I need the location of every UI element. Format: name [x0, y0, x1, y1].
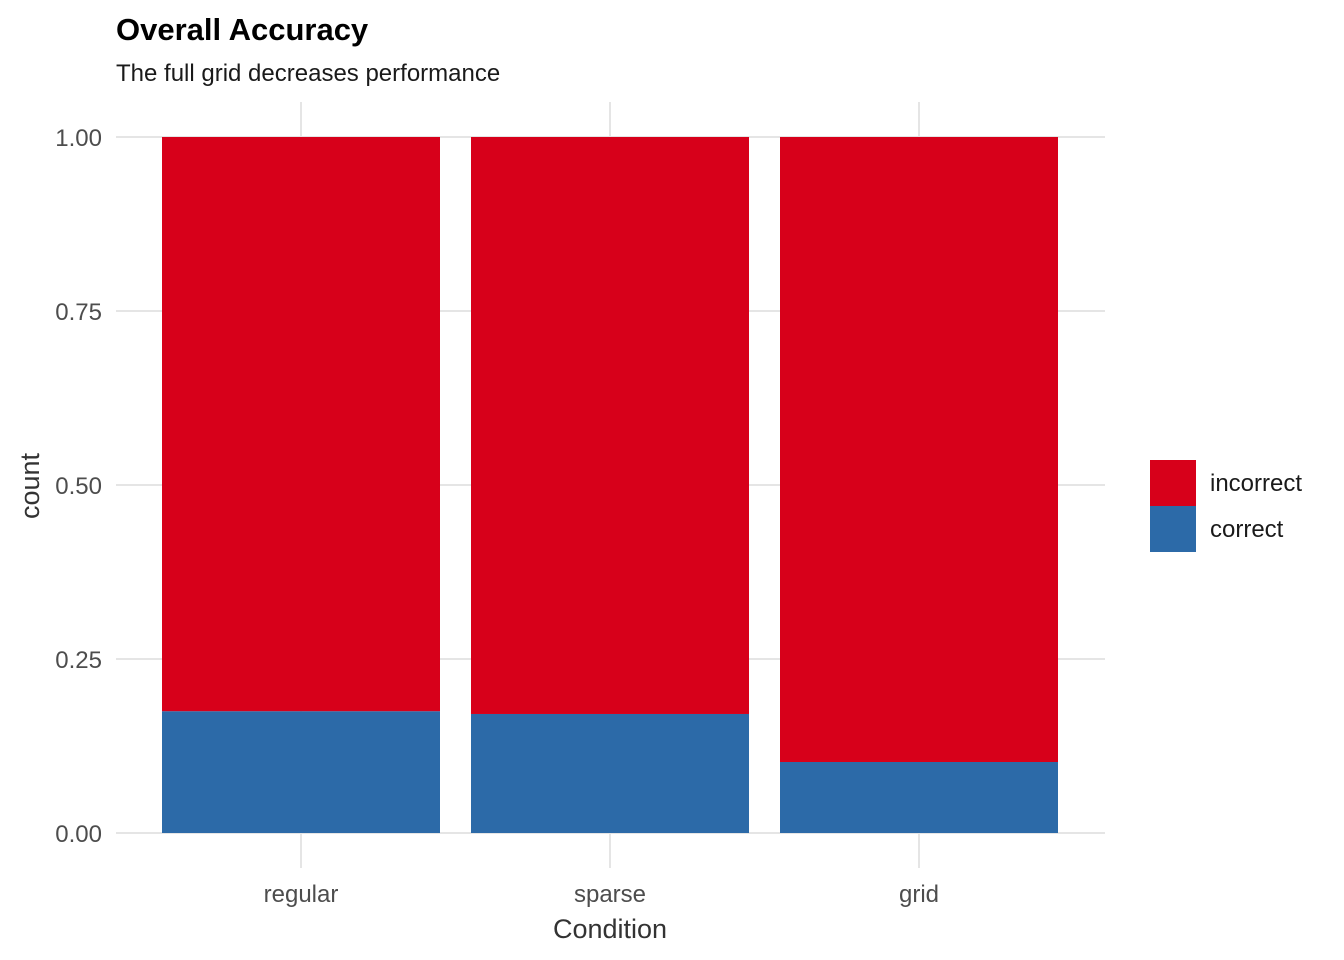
x-tick-label: grid: [899, 881, 939, 908]
y-axis-ticks: 0.00 0.25 0.50 0.75 1.00: [55, 125, 102, 848]
y-tick-label: 0.50: [55, 473, 102, 500]
chart-subtitle: The full grid decreases performance: [116, 60, 500, 87]
bar-incorrect-sparse: [471, 137, 749, 714]
x-axis-ticks: regular sparse grid: [264, 881, 939, 908]
bar-incorrect-grid: [780, 137, 1058, 763]
chart-title: Overall Accuracy: [116, 12, 369, 47]
x-tick-label: sparse: [574, 881, 646, 908]
y-tick-label: 0.25: [55, 647, 102, 674]
bar-correct-sparse: [471, 713, 749, 833]
y-tick-label: 1.00: [55, 125, 102, 152]
legend-label-correct: correct: [1210, 516, 1284, 543]
y-tick-label: 0.75: [55, 299, 102, 326]
bars: [162, 137, 1058, 833]
legend: incorrect correct: [1150, 460, 1302, 552]
x-axis-title: Condition: [553, 914, 667, 944]
legend-key-incorrect: [1150, 460, 1196, 506]
bar-correct-grid: [780, 762, 1058, 833]
bar-incorrect-regular: [162, 137, 440, 712]
bar-correct-regular: [162, 711, 440, 833]
y-tick-label: 0.00: [55, 821, 102, 848]
y-axis-title: count: [15, 452, 45, 519]
x-tick-label: regular: [264, 881, 339, 908]
legend-label-incorrect: incorrect: [1210, 470, 1302, 497]
legend-key-correct: [1150, 506, 1196, 552]
